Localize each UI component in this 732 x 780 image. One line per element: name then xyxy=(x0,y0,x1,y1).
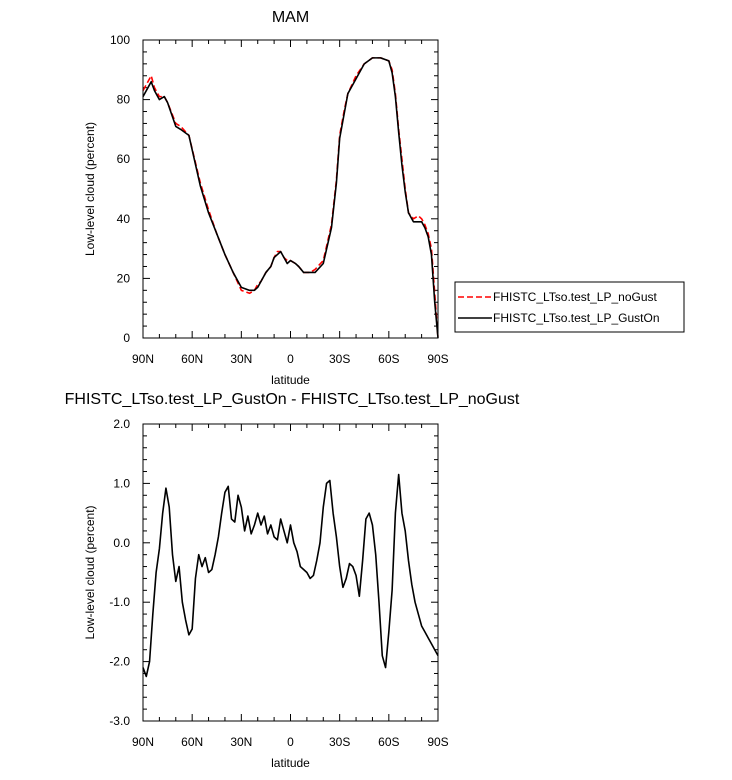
top-xtick-label-3: 0 xyxy=(287,352,294,366)
bottom-y-axis-label: Low-level cloud (percent) xyxy=(83,505,97,639)
top-xtick-label-2: 30N xyxy=(230,352,252,366)
top-xtick-label-0: 90N xyxy=(132,352,154,366)
top-xtick-label-4: 30S xyxy=(329,352,350,366)
bottom-axis-ticks: 90N 60N 30N 0 30S 60S 90S -3.0 -2.0 -1.0 0.0 1.0 2.0 xyxy=(109,417,448,749)
bottom-chart-title: FHISTC_LTso.test_LP_GustOn - FHISTC_LTso… xyxy=(65,391,520,408)
bottom-ytick-label-5: 2.0 xyxy=(113,417,130,431)
bottom-xtick-label-6: 90S xyxy=(427,735,448,749)
bottom-plot-frame xyxy=(142,423,439,722)
top-ytick-label-0: 0 xyxy=(123,331,130,345)
top-plot-frame xyxy=(142,39,439,339)
bottom-xtick-label-5: 60S xyxy=(378,735,399,749)
top-ytick-label-4: 80 xyxy=(117,93,131,107)
bottom-ytick-label-3: 0.0 xyxy=(113,536,130,550)
top-series-line-fhistc-ltso-test-lp-guston xyxy=(142,57,439,339)
top-xtick-label-5: 60S xyxy=(378,352,399,366)
top-ytick-label-3: 60 xyxy=(117,152,131,166)
bottom-ytick-label-2: -1.0 xyxy=(109,595,130,609)
top-series-line-fhistc-ltso-test-lp-nogust xyxy=(142,57,439,339)
bottom-ytick-label-4: 1.0 xyxy=(113,476,130,490)
bottom-xtick-label-4: 30S xyxy=(329,735,350,749)
legend: FHISTC_LTso.test_LP_noGust FHISTC_LTso.t… xyxy=(454,281,685,333)
bottom-xtick-label-1: 60N xyxy=(181,735,203,749)
bottom-series-lines xyxy=(142,473,439,678)
bottom-panel: FHISTC_LTso.test_LP_GustOn - FHISTC_LTso… xyxy=(65,391,520,770)
bottom-xtick-label-0: 90N xyxy=(132,735,154,749)
top-series-lines xyxy=(142,57,439,339)
top-x-axis-label: latitude xyxy=(271,373,310,387)
bottom-series-line-0 xyxy=(142,473,439,678)
bottom-xtick-label-3: 0 xyxy=(287,735,294,749)
top-ytick-label-5: 100 xyxy=(110,33,130,47)
top-xtick-label-1: 60N xyxy=(181,352,203,366)
bottom-ytick-label-1: -2.0 xyxy=(109,655,130,669)
legend-label-GustOn: FHISTC_LTso.test_LP_GustOn xyxy=(493,311,660,325)
bottom-x-axis-label: latitude xyxy=(271,756,310,770)
top-ytick-label-2: 40 xyxy=(117,212,131,226)
bottom-ytick-label-0: -3.0 xyxy=(109,714,130,728)
top-axis-ticks: 90N 60N 30N 0 30S 60S 90S 0 20 40 60 80 100 xyxy=(110,33,449,366)
bottom-xtick-label-2: 30N xyxy=(230,735,252,749)
top-chart-title: MAM xyxy=(272,9,309,26)
top-xtick-label-6: 90S xyxy=(427,352,448,366)
top-y-axis-label: Low-level cloud (percent) xyxy=(83,122,97,256)
top-ytick-label-1: 20 xyxy=(117,271,131,285)
legend-box xyxy=(454,281,685,333)
legend-label-noGust: FHISTC_LTso.test_LP_noGust xyxy=(493,290,658,304)
top-panel: MAM latitude Low-level cloud (percent) 9… xyxy=(83,9,449,387)
